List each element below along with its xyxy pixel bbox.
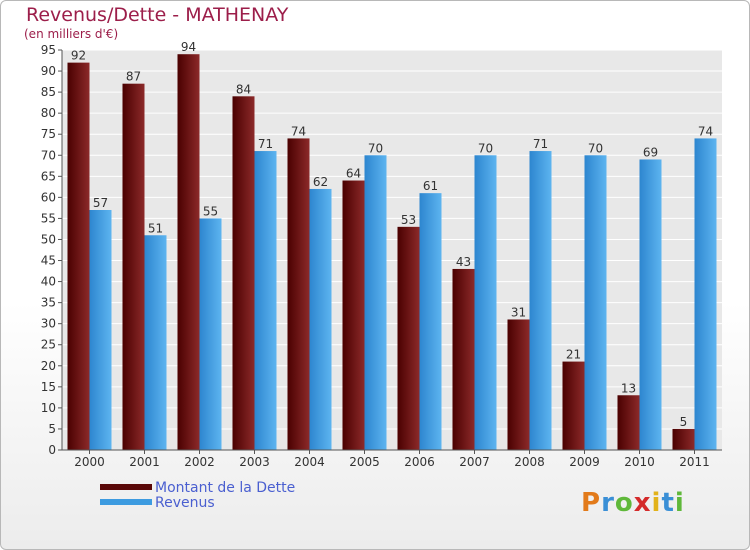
y-tick-label: 80 [41,106,56,120]
data-label: 55 [203,204,218,218]
x-tick-label: 2006 [404,455,435,469]
chart-subtitle: (en milliers d'€) [24,27,119,41]
x-tick-label: 2010 [624,455,655,469]
bar-revenus [199,218,222,450]
bar-dette [342,180,365,451]
data-label: 71 [533,137,548,151]
data-label: 51 [148,221,163,235]
x-tick-label: 2007 [459,455,490,469]
y-tick-label: 40 [41,275,56,289]
data-label: 61 [423,179,438,193]
y-tick-label: 35 [41,296,56,310]
bar-dette [232,96,255,450]
data-label: 71 [258,137,273,151]
y-tick-label: 70 [41,148,56,162]
y-tick-label: 0 [48,443,56,457]
y-tick-label: 15 [41,380,56,394]
x-tick-label: 2000 [74,455,105,469]
bar-revenus [89,210,112,450]
y-tick-label: 95 [41,43,56,57]
bar-revenus [474,155,497,450]
bar-revenus [254,151,277,451]
bar-revenus [584,155,607,450]
bar-revenus [144,235,167,450]
x-tick-label: 2003 [239,455,270,469]
bar-dette [672,428,695,450]
data-label: 87 [126,70,141,84]
y-tick-label: 75 [41,127,56,141]
data-label: 74 [698,124,713,138]
y-tick-label: 45 [41,254,56,268]
data-label: 70 [478,141,493,155]
x-tick-label: 2011 [679,455,710,469]
legend-swatch-debt [100,484,152,490]
x-tick-label: 2004 [294,455,325,469]
y-tick-label: 50 [41,232,56,246]
data-label: 13 [621,381,636,395]
y-axis: 0 5 10 15 20 25 30 35 40 45 50 55 60 65 70 75 80 85 90 95 [41,43,63,457]
data-label: 57 [93,196,108,210]
y-tick-label: 65 [41,169,56,183]
y-tick-label: 20 [41,359,56,373]
y-tick-label: 10 [41,401,56,415]
data-label: 69 [643,145,658,159]
bar-revenus [529,151,552,451]
bar-dette [507,319,530,450]
bar-dette [397,226,420,450]
x-tick-label: 2001 [129,455,160,469]
y-tick-label: 55 [41,211,56,225]
data-label: 31 [511,305,526,319]
x-tick-label: 2005 [349,455,380,469]
data-label: 94 [181,40,196,54]
data-label: 43 [456,255,471,269]
y-tick-label: 30 [41,317,56,331]
bar-revenus [639,159,662,450]
y-tick-label: 60 [41,190,56,204]
data-label: 70 [368,141,383,155]
data-label: 62 [313,175,328,189]
bar-revenus [364,155,387,450]
bar-dette [67,62,90,450]
data-label: 21 [566,348,581,362]
legend-label-debt: Montant de la Dette [155,480,296,496]
bar-revenus [694,138,717,450]
data-label: 92 [71,49,86,63]
plot-background [62,50,722,450]
bar-dette [452,268,475,450]
data-label: 74 [291,124,306,138]
data-label: 70 [588,141,603,155]
data-label: 5 [680,415,688,429]
plot-area [62,50,722,450]
bar-dette [177,54,200,451]
bar-revenus [309,188,332,450]
data-label: 64 [346,167,361,181]
y-tick-label: 85 [41,85,56,99]
proxiti-logo: Proxiti [581,488,685,518]
bar-dette [122,83,145,451]
bar-dette [617,395,640,450]
bars [67,54,717,451]
x-axis: 2000 2001 2002 2003 2004 2005 2006 2007 2008 2009… [62,449,722,469]
bar-revenus [419,193,442,450]
data-labels: 92 57 87 51 94 55 84 71 74 62 64 70 53 61 43 70 31 71 21 70… [71,40,713,429]
y-tick-label: 25 [41,338,56,352]
chart-title: Revenus/Dette - MATHENAY [26,4,289,26]
x-tick-label: 2002 [184,455,215,469]
x-tick-label: 2009 [569,455,600,469]
data-label: 53 [401,213,416,227]
bar-dette [287,138,310,450]
x-tick-label: 2008 [514,455,545,469]
legend-swatch-revenus [100,499,152,505]
y-tick-label: 90 [41,64,56,78]
y-tick-label: 5 [48,422,56,436]
data-label: 84 [236,82,251,96]
bar-dette [562,361,585,450]
legend-label-revenus: Revenus [155,495,215,511]
